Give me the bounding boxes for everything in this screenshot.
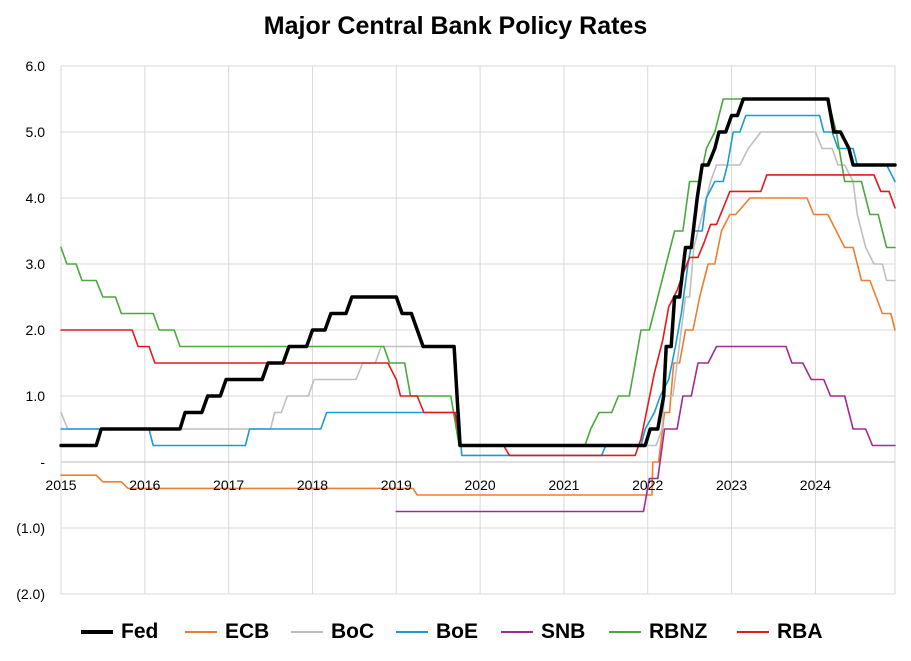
x-tick-label: 2018: [297, 477, 328, 493]
series-line-rba: [60, 174, 896, 457]
y-tick-label: 6.0: [26, 58, 46, 74]
legend-item-boc: BoC: [291, 612, 374, 652]
x-tick-label: 2022: [632, 477, 663, 493]
legend-item-boe: BoE: [396, 612, 478, 652]
legend-swatch: [185, 631, 217, 633]
x-tick-label: 2015: [45, 477, 76, 493]
series-line-boc: [60, 131, 896, 447]
series-line-fed: [59, 97, 897, 448]
y-tick-label: 2.0: [26, 322, 46, 338]
legend-label: RBNZ: [649, 620, 708, 643]
y-tick-label: 4.0: [26, 190, 46, 206]
legend-label: ECB: [225, 620, 270, 643]
x-tick-label: 2023: [716, 477, 747, 493]
legend-swatch: [81, 630, 113, 634]
legend-label: Fed: [121, 620, 159, 643]
series-lines: [59, 97, 897, 513]
y-tick-label: -: [40, 454, 45, 470]
legend-item-rba: RBA: [737, 612, 823, 652]
legend-swatch: [291, 631, 323, 633]
legend-swatch: [737, 631, 769, 633]
y-tick-labels: 6.0 5.0 4.0 3.0 2.0 1.0 - (1.0) (2.0): [16, 58, 45, 602]
legend-item-rbnz: RBNZ: [609, 612, 707, 652]
legend-item-ecb: ECB: [185, 612, 269, 652]
y-tick-label: 5.0: [26, 124, 46, 140]
legend-item-snb: SNB: [501, 612, 585, 652]
legend-swatch: [609, 631, 641, 633]
y-tick-label: (1.0): [16, 520, 45, 536]
legend-label: RBA: [777, 620, 823, 643]
series-line-snb: [395, 345, 896, 513]
x-tick-label: 2024: [800, 477, 831, 493]
x-tick-label: 2016: [129, 477, 160, 493]
legend-label: SNB: [541, 620, 586, 643]
legend-swatch: [396, 631, 428, 633]
legend-item-fed: Fed: [81, 612, 158, 652]
grid: [60, 65, 896, 595]
series-line-rbnz: [60, 98, 896, 447]
x-tick-label: 2021: [548, 477, 579, 493]
series-line-ecb: [60, 197, 896, 496]
chart-title: Major Central Bank Policy Rates: [263, 12, 648, 40]
legend-label: BoE: [436, 620, 478, 643]
legend: Fed ECB BoC BoE SNB RBNZ RBA: [0, 612, 911, 652]
y-tick-label: 1.0: [26, 388, 46, 404]
legend-label: BoC: [331, 620, 375, 643]
x-tick-label: 2017: [213, 477, 244, 493]
y-tick-label: 3.0: [26, 256, 46, 272]
x-tick-labels: 2015 2016 2017 2018 2019 2020 2021 2022 2023 2024: [45, 477, 831, 493]
series-line-boe: [60, 114, 896, 457]
y-tick-label: (2.0): [16, 586, 45, 602]
x-tick-label: 2019: [381, 477, 412, 493]
x-tick-label: 2020: [465, 477, 496, 493]
legend-swatch: [501, 631, 533, 633]
